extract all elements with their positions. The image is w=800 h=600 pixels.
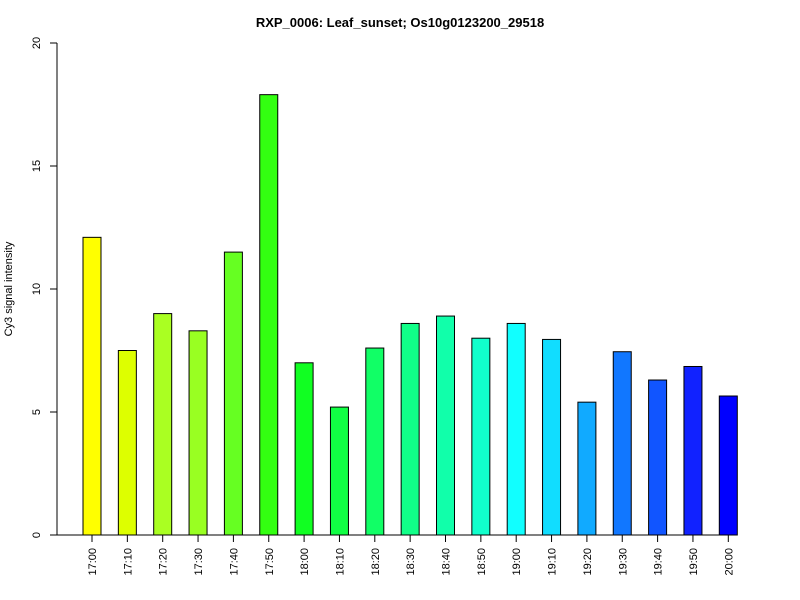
x-tick-label: 20:00 bbox=[723, 548, 735, 576]
bar-1740 bbox=[223, 251, 243, 536]
y-axis-label: Cy3 signal intensity bbox=[3, 241, 15, 336]
bar-1750 bbox=[259, 94, 279, 536]
bar-1830 bbox=[400, 322, 420, 536]
x-axis: 17:00 17:10 17:20 17:30 17:40 17:50 18:00 18:10… bbox=[57, 534, 735, 576]
bar-1930 bbox=[612, 351, 632, 536]
x-tick-label: 18:00 bbox=[299, 548, 311, 576]
y-tick-label: 15 bbox=[31, 160, 43, 172]
x-tick-label: 19:20 bbox=[582, 548, 594, 576]
bar-1810 bbox=[329, 406, 349, 536]
x-tick-label: 17:50 bbox=[264, 548, 276, 576]
x-tick-label: 19:50 bbox=[688, 548, 700, 576]
y-axis: 0 5 10 15 20 bbox=[31, 37, 58, 538]
bar-1820 bbox=[365, 347, 385, 536]
bar-1840 bbox=[436, 315, 455, 536]
x-tick-label: 19:10 bbox=[547, 548, 559, 576]
chart-title: RXP_0006: Leaf_sunset; Os10g0123200_2951… bbox=[256, 15, 544, 30]
x-tick-label: 17:40 bbox=[228, 548, 240, 576]
bars-group bbox=[82, 94, 738, 536]
x-tick-label: 18:10 bbox=[334, 548, 346, 576]
y-tick-label: 0 bbox=[31, 532, 43, 538]
bar-1910 bbox=[542, 338, 562, 536]
x-tick-label: 17:30 bbox=[193, 548, 205, 576]
bar-1730 bbox=[188, 330, 208, 536]
bar-1900 bbox=[506, 322, 526, 536]
x-tick-label: 17:00 bbox=[87, 548, 99, 576]
bar-1710 bbox=[117, 350, 137, 536]
x-tick-label: 18:20 bbox=[370, 548, 382, 576]
x-tick-label: 19:40 bbox=[653, 548, 665, 576]
x-tick-label: 18:50 bbox=[476, 548, 488, 576]
y-tick-label: 10 bbox=[31, 283, 43, 295]
bar-1800 bbox=[294, 362, 314, 536]
x-tick-label: 19:30 bbox=[617, 548, 629, 576]
x-tick-label: 17:10 bbox=[122, 548, 134, 576]
y-tick-label: 5 bbox=[31, 409, 43, 415]
bar-1920 bbox=[577, 401, 597, 536]
bar-1720 bbox=[153, 313, 173, 536]
bar-1940 bbox=[648, 379, 668, 536]
bar-1700 bbox=[82, 236, 102, 536]
bar-2000 bbox=[718, 395, 738, 536]
x-tick-label: 18:30 bbox=[405, 548, 417, 576]
y-tick-label: 20 bbox=[31, 37, 43, 49]
bar-1850 bbox=[471, 337, 491, 536]
x-tick-label: 19:00 bbox=[511, 548, 523, 576]
bar-1950 bbox=[683, 365, 703, 536]
x-tick-label: 18:40 bbox=[441, 548, 453, 576]
x-tick-label: 17:20 bbox=[158, 548, 170, 576]
